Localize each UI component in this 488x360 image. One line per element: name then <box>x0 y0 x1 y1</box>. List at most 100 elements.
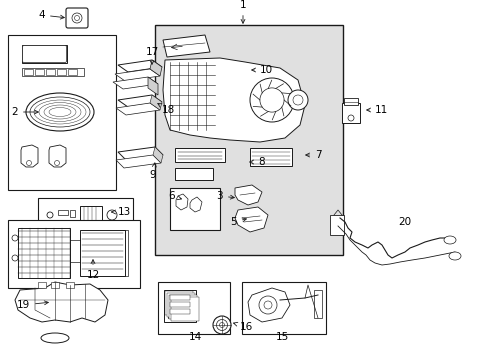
Ellipse shape <box>443 236 455 244</box>
Text: 3: 3 <box>216 191 234 201</box>
Bar <box>57 69 66 75</box>
Bar <box>80 230 125 276</box>
Circle shape <box>259 88 284 112</box>
Circle shape <box>12 235 18 241</box>
Text: 20: 20 <box>397 217 410 227</box>
Bar <box>170 309 190 314</box>
Circle shape <box>26 161 31 166</box>
Ellipse shape <box>49 108 71 117</box>
Polygon shape <box>247 288 289 322</box>
Circle shape <box>213 316 230 334</box>
Text: 15: 15 <box>275 332 288 342</box>
Circle shape <box>12 255 18 261</box>
Text: 13: 13 <box>111 207 131 217</box>
Polygon shape <box>118 60 162 72</box>
Circle shape <box>107 210 117 220</box>
Bar <box>313 290 321 318</box>
Polygon shape <box>163 58 305 142</box>
Ellipse shape <box>448 252 460 260</box>
Bar <box>341 103 359 123</box>
Ellipse shape <box>34 100 86 124</box>
Polygon shape <box>116 155 161 168</box>
Bar <box>171 297 199 321</box>
Bar <box>22 68 84 76</box>
Text: 18: 18 <box>158 103 175 115</box>
Bar <box>18 228 70 278</box>
Circle shape <box>347 115 353 121</box>
Circle shape <box>287 90 307 110</box>
Polygon shape <box>235 185 262 205</box>
Text: 14: 14 <box>188 332 201 342</box>
Bar <box>66 282 74 288</box>
Text: 10: 10 <box>251 65 273 75</box>
Bar <box>242 282 325 334</box>
Circle shape <box>264 301 271 309</box>
Polygon shape <box>176 194 187 210</box>
Bar <box>8 35 116 190</box>
Polygon shape <box>148 77 158 95</box>
Text: 17: 17 <box>145 47 158 64</box>
Polygon shape <box>49 145 66 167</box>
Bar <box>170 295 190 300</box>
Text: 6: 6 <box>168 191 181 201</box>
Bar <box>164 291 193 315</box>
Circle shape <box>216 320 227 330</box>
Polygon shape <box>116 103 160 115</box>
Polygon shape <box>21 145 38 167</box>
Text: 19: 19 <box>17 300 48 310</box>
Bar <box>169 295 197 319</box>
Ellipse shape <box>44 105 76 119</box>
Bar <box>155 25 342 255</box>
Polygon shape <box>113 77 158 89</box>
Polygon shape <box>190 197 202 212</box>
Bar <box>175 168 213 180</box>
Text: 11: 11 <box>366 105 387 115</box>
Polygon shape <box>118 95 162 107</box>
Bar <box>70 210 75 217</box>
Bar <box>38 198 133 233</box>
Text: 7: 7 <box>305 150 321 160</box>
Bar <box>175 148 224 162</box>
Text: 5: 5 <box>230 217 246 227</box>
Bar <box>158 282 229 334</box>
FancyBboxPatch shape <box>22 45 66 63</box>
Text: 2: 2 <box>11 107 38 117</box>
Bar <box>329 215 343 235</box>
Text: 12: 12 <box>86 260 100 280</box>
Ellipse shape <box>41 333 69 343</box>
Text: 4: 4 <box>38 10 64 20</box>
Bar <box>167 293 195 317</box>
Circle shape <box>249 78 293 122</box>
Bar <box>249 148 291 166</box>
Bar <box>24 69 33 75</box>
Polygon shape <box>163 35 209 57</box>
Circle shape <box>54 161 60 166</box>
Bar <box>35 69 44 75</box>
Polygon shape <box>150 95 162 110</box>
Circle shape <box>74 15 80 21</box>
Text: 1: 1 <box>239 0 246 23</box>
Circle shape <box>219 323 224 328</box>
Text: 16: 16 <box>233 322 253 332</box>
Bar <box>80 206 102 220</box>
Polygon shape <box>150 60 162 76</box>
Bar <box>170 188 220 230</box>
FancyBboxPatch shape <box>66 8 88 28</box>
Circle shape <box>47 212 53 218</box>
Bar <box>58 210 68 215</box>
Polygon shape <box>153 147 163 163</box>
Bar <box>38 282 46 288</box>
Ellipse shape <box>39 103 81 122</box>
Ellipse shape <box>26 93 94 131</box>
Polygon shape <box>118 147 163 160</box>
Polygon shape <box>15 282 108 322</box>
Text: 9: 9 <box>149 163 156 180</box>
Polygon shape <box>115 69 160 81</box>
Bar <box>46 69 55 75</box>
Bar <box>163 290 196 322</box>
Circle shape <box>72 13 82 23</box>
Ellipse shape <box>30 97 90 127</box>
Circle shape <box>292 95 303 105</box>
Polygon shape <box>235 207 267 232</box>
Bar <box>22 45 67 63</box>
